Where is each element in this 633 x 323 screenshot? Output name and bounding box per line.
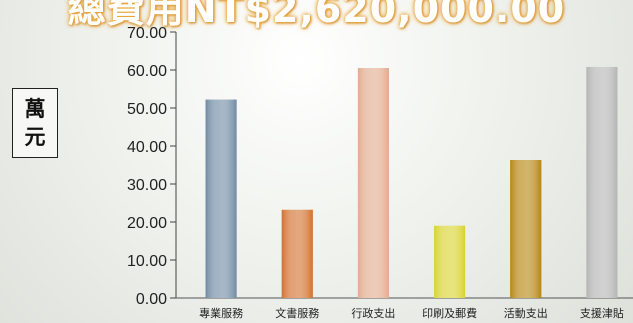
bar-6-shade <box>586 66 618 299</box>
unit-label-char-2: 元 <box>24 125 46 149</box>
y-tick-label: 10.00 <box>127 253 167 270</box>
bar-5-shade <box>510 160 542 298</box>
x-axis-labels: 專業服務 文書服務 行政支出 印刷及郵費 活動支出 支援津貼 <box>199 306 624 320</box>
y-axis: 0.00 10.00 20.00 30.00 40.00 50.00 60.00 70.00 <box>127 25 633 308</box>
bar-1-shade <box>205 99 237 298</box>
y-tick-label: 40.00 <box>127 139 167 156</box>
y-tick-label: 30.00 <box>127 177 167 194</box>
unit-label-char-1: 萬 <box>24 97 46 121</box>
chart-title: 總費用NT$2,620,000.00 <box>67 0 566 31</box>
unit-label-box: 萬 元 <box>12 88 58 158</box>
bars <box>205 66 618 299</box>
bar-3-shade <box>357 68 389 298</box>
x-category-label: 支援津貼 <box>580 306 624 320</box>
bar-4-shade <box>434 225 466 298</box>
y-tick-label: 60.00 <box>127 63 167 80</box>
x-category-label: 印刷及郵費 <box>422 306 477 320</box>
y-tick-label: 50.00 <box>127 101 167 118</box>
y-tick-label: 70.00 <box>127 25 167 42</box>
y-tick-label: 20.00 <box>127 215 167 232</box>
x-category-label: 專業服務 <box>199 306 243 320</box>
x-category-label: 文書服務 <box>275 306 319 320</box>
bar-2-shade <box>281 209 313 298</box>
x-category-label: 活動支出 <box>504 306 548 320</box>
x-category-label: 行政支出 <box>351 306 395 320</box>
y-tick-label: 0.00 <box>136 291 167 308</box>
